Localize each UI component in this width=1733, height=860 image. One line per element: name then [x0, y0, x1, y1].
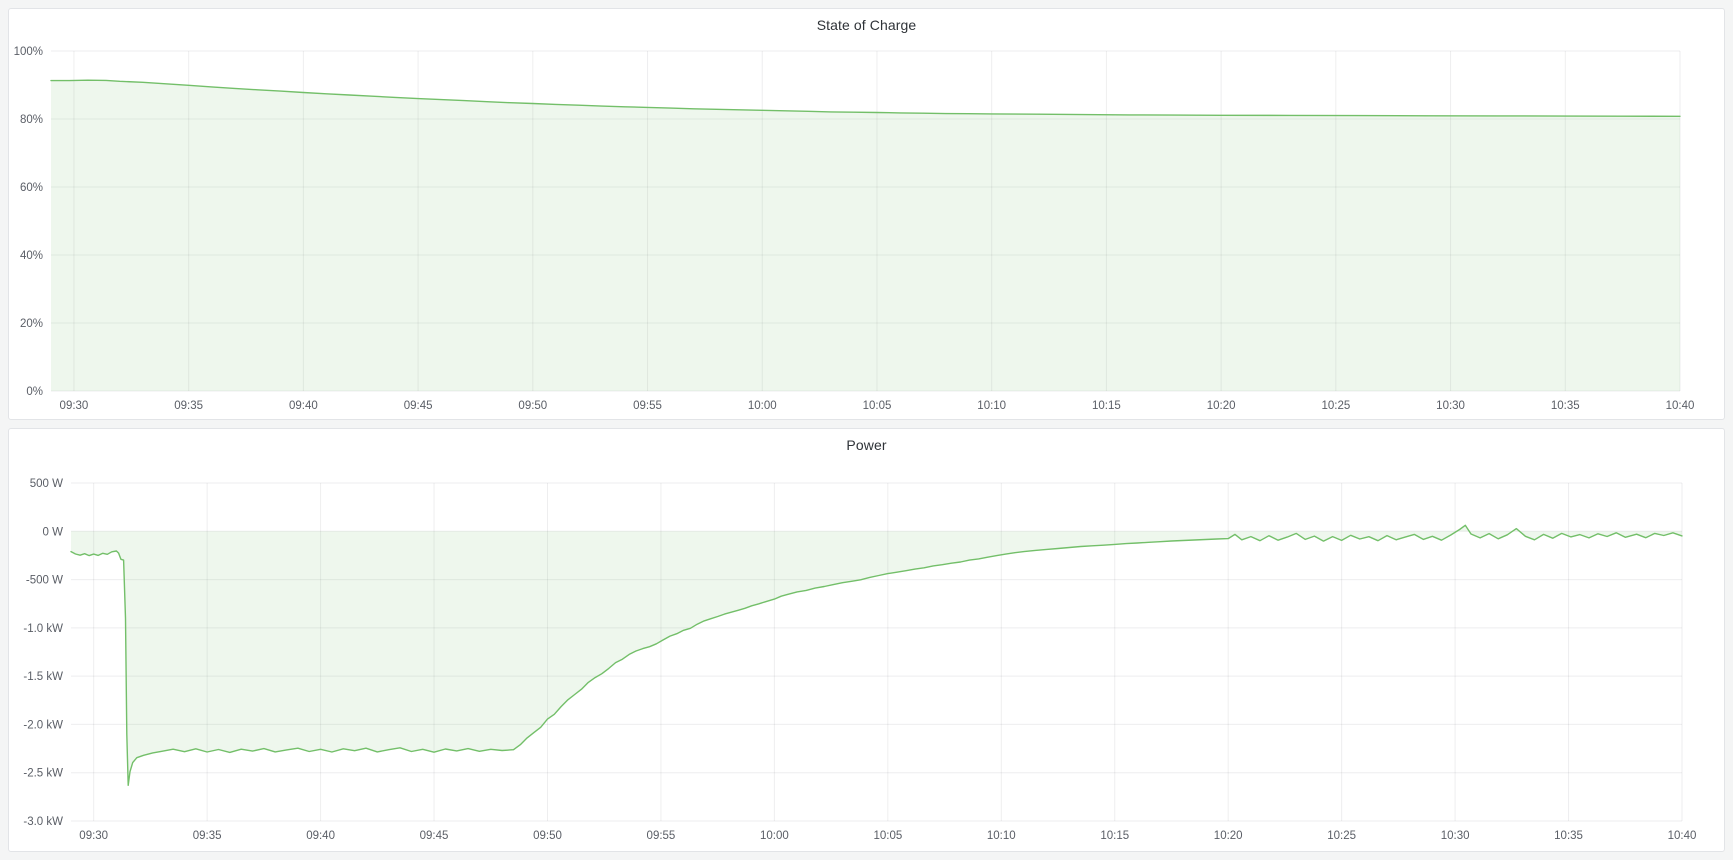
series-line	[50, 79, 1681, 117]
y-tick-label: -500 W	[26, 575, 63, 587]
x-tick-label: 09:35	[174, 400, 203, 412]
series-area-fill	[51, 80, 1680, 391]
y-tick-label: 60%	[20, 182, 43, 194]
x-tick-label: 10:20	[1214, 830, 1243, 842]
x-tick-label: 09:45	[420, 830, 449, 842]
power-chart-area: 500 W 0 W -500 W -1.0 kW -1.5 kW -2.0 kW -2.5 …	[9, 461, 1724, 851]
x-tick-label: 10:20	[1207, 400, 1236, 412]
x-tick-label: 10:00	[760, 830, 789, 842]
x-tick-label: 10:30	[1441, 830, 1470, 842]
y-tick-label: 100%	[14, 46, 43, 58]
x-tick-label: 10:25	[1327, 830, 1356, 842]
x-tick-label: 09:40	[289, 400, 318, 412]
y-tick-label: -2.0 kW	[23, 719, 63, 731]
y-tick-label: 80%	[20, 114, 43, 126]
x-tick-label: 10:35	[1554, 830, 1583, 842]
panel-header: Power	[9, 429, 1724, 461]
state-of-charge-chart[interactable]: 0% 20% 40% 60% 80% 100% 09:30 09:35 09:40 09:45 09…	[9, 41, 1724, 419]
panel-header: State of Charge	[9, 9, 1724, 41]
x-tick-label: 09:55	[647, 830, 676, 842]
panel-power: Power 500 W 0 W -500 W -1.0 kW -1.5 kW -2.0 k…	[8, 428, 1725, 852]
y-tick-label: -3.0 kW	[23, 816, 63, 828]
y-tick-label: 500 W	[30, 478, 63, 490]
y-tick-label: -1.0 kW	[23, 623, 63, 635]
y-tick-label: 0%	[26, 386, 43, 398]
x-tick-label: 10:15	[1100, 830, 1129, 842]
x-tick-label: 10:35	[1551, 400, 1580, 412]
x-tick-label: 10:40	[1668, 830, 1697, 842]
state-of-charge-chart-area: 0% 20% 40% 60% 80% 100% 09:30 09:35 09:40 09:45 09…	[9, 41, 1724, 419]
panel-title-state-of-charge[interactable]: State of Charge	[816, 17, 917, 33]
x-tick-label: 10:40	[1666, 400, 1695, 412]
y-tick-label: 40%	[20, 250, 43, 262]
x-tick-label: 10:00	[748, 400, 777, 412]
x-tick-label: 09:55	[633, 400, 662, 412]
x-tick-label: 10:25	[1321, 400, 1350, 412]
x-tick-label: 09:40	[306, 830, 335, 842]
series-area-fill	[71, 525, 1682, 786]
x-tick-label: 10:05	[873, 830, 902, 842]
x-tick-label: 10:10	[977, 400, 1006, 412]
y-tick-label: -1.5 kW	[23, 671, 63, 683]
series-line	[70, 524, 1683, 786]
panel-state-of-charge: State of Charge 0% 20% 40% 60% 80% 100% 09:30 0…	[8, 8, 1725, 420]
panel-title-power[interactable]: Power	[846, 437, 887, 453]
x-tick-label: 10:10	[987, 830, 1016, 842]
x-tick-label: 09:50	[518, 400, 547, 412]
x-tick-label: 09:35	[193, 830, 222, 842]
x-tick-label: 10:30	[1436, 400, 1465, 412]
power-chart[interactable]: 500 W 0 W -500 W -1.0 kW -1.5 kW -2.0 kW -2.5 …	[9, 461, 1724, 851]
x-tick-label: 09:45	[404, 400, 433, 412]
y-tick-label: 20%	[20, 318, 43, 330]
x-tick-label: 09:30	[60, 400, 89, 412]
x-tick-label: 09:30	[79, 830, 108, 842]
x-tick-label: 09:50	[533, 830, 562, 842]
x-tick-label: 10:15	[1092, 400, 1121, 412]
x-tick-label: 10:05	[863, 400, 892, 412]
y-tick-label: 0 W	[43, 526, 64, 538]
y-tick-label: -2.5 kW	[23, 768, 63, 780]
